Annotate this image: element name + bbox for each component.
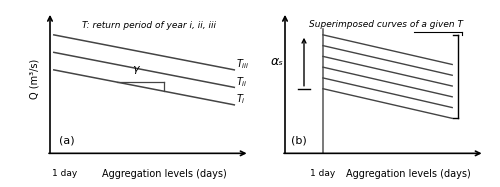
Text: 1 day: 1 day <box>310 169 336 179</box>
Text: $T_{iii}$: $T_{iii}$ <box>236 58 250 71</box>
Text: αₛ: αₛ <box>271 55 284 68</box>
Text: Superimposed curves of a given T: Superimposed curves of a given T <box>308 20 462 29</box>
Text: Aggregation levels (days): Aggregation levels (days) <box>102 169 226 180</box>
Text: 1 day: 1 day <box>52 169 77 179</box>
Text: $T_{i}$: $T_{i}$ <box>236 93 246 106</box>
Text: (a): (a) <box>60 135 75 145</box>
Text: (b): (b) <box>290 135 306 145</box>
Text: $T_{ii}$: $T_{ii}$ <box>236 75 248 89</box>
Text: γ: γ <box>132 64 139 74</box>
Text: Q (m³/s): Q (m³/s) <box>30 59 40 99</box>
Text: Aggregation levels (days): Aggregation levels (days) <box>346 169 471 180</box>
Text: T: return period of year i, ii, iii: T: return period of year i, ii, iii <box>82 21 216 30</box>
